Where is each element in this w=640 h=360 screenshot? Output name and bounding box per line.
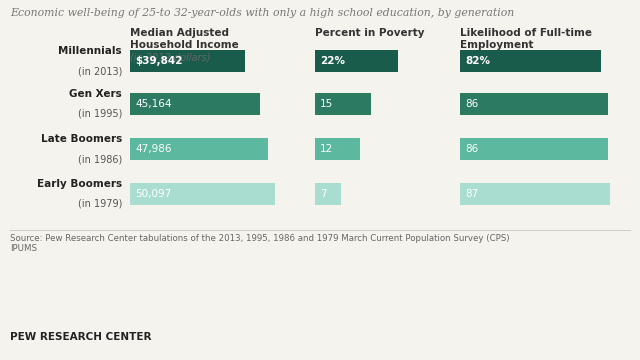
Text: (in 1995): (in 1995) (77, 109, 122, 119)
Text: Percent in Poverty: Percent in Poverty (315, 28, 424, 38)
Bar (315, 93, 371, 115)
Bar (460, 138, 608, 160)
Text: $39,842: $39,842 (135, 56, 182, 66)
Text: Likelihood of Full-time: Likelihood of Full-time (460, 28, 592, 38)
Text: 7: 7 (320, 189, 326, 199)
Bar (460, 183, 610, 205)
Text: 86: 86 (465, 144, 478, 154)
Text: Early Boomers: Early Boomers (37, 179, 122, 189)
Text: 86: 86 (465, 99, 478, 109)
Text: 87: 87 (465, 189, 478, 199)
Text: (in 1986): (in 1986) (77, 154, 122, 164)
Text: 12: 12 (320, 144, 333, 154)
Text: 50,097: 50,097 (135, 189, 172, 199)
Text: Millennials: Millennials (58, 46, 122, 56)
Bar (130, 183, 275, 205)
Bar (130, 138, 268, 160)
Text: Median Adjusted: Median Adjusted (130, 28, 229, 38)
Text: Household Income: Household Income (130, 40, 239, 50)
Text: 47,986: 47,986 (135, 144, 172, 154)
Bar (460, 50, 601, 72)
Bar (130, 93, 260, 115)
Text: 45,164: 45,164 (135, 99, 172, 109)
Text: Gen Xers: Gen Xers (69, 89, 122, 99)
Text: Source: Pew Research Center tabulations of the 2013, 1995, 1986 and 1979 March C: Source: Pew Research Center tabulations … (10, 234, 509, 253)
Bar (315, 50, 397, 72)
Text: 15: 15 (320, 99, 333, 109)
Text: PEW RESEARCH CENTER: PEW RESEARCH CENTER (10, 332, 152, 342)
Text: 82%: 82% (465, 56, 490, 66)
Text: (in 1979): (in 1979) (77, 199, 122, 209)
Bar (315, 183, 341, 205)
Text: 22%: 22% (320, 56, 345, 66)
Text: (in 2013): (in 2013) (77, 66, 122, 76)
Text: (in 2012 dollars): (in 2012 dollars) (130, 52, 211, 62)
Bar (130, 50, 245, 72)
Bar (315, 138, 360, 160)
Bar (460, 93, 608, 115)
Text: Employment: Employment (460, 40, 534, 50)
Text: Economic well-being of 25-to 32-year-olds with only a high school education, by : Economic well-being of 25-to 32-year-old… (10, 8, 515, 18)
Text: Late Boomers: Late Boomers (41, 134, 122, 144)
